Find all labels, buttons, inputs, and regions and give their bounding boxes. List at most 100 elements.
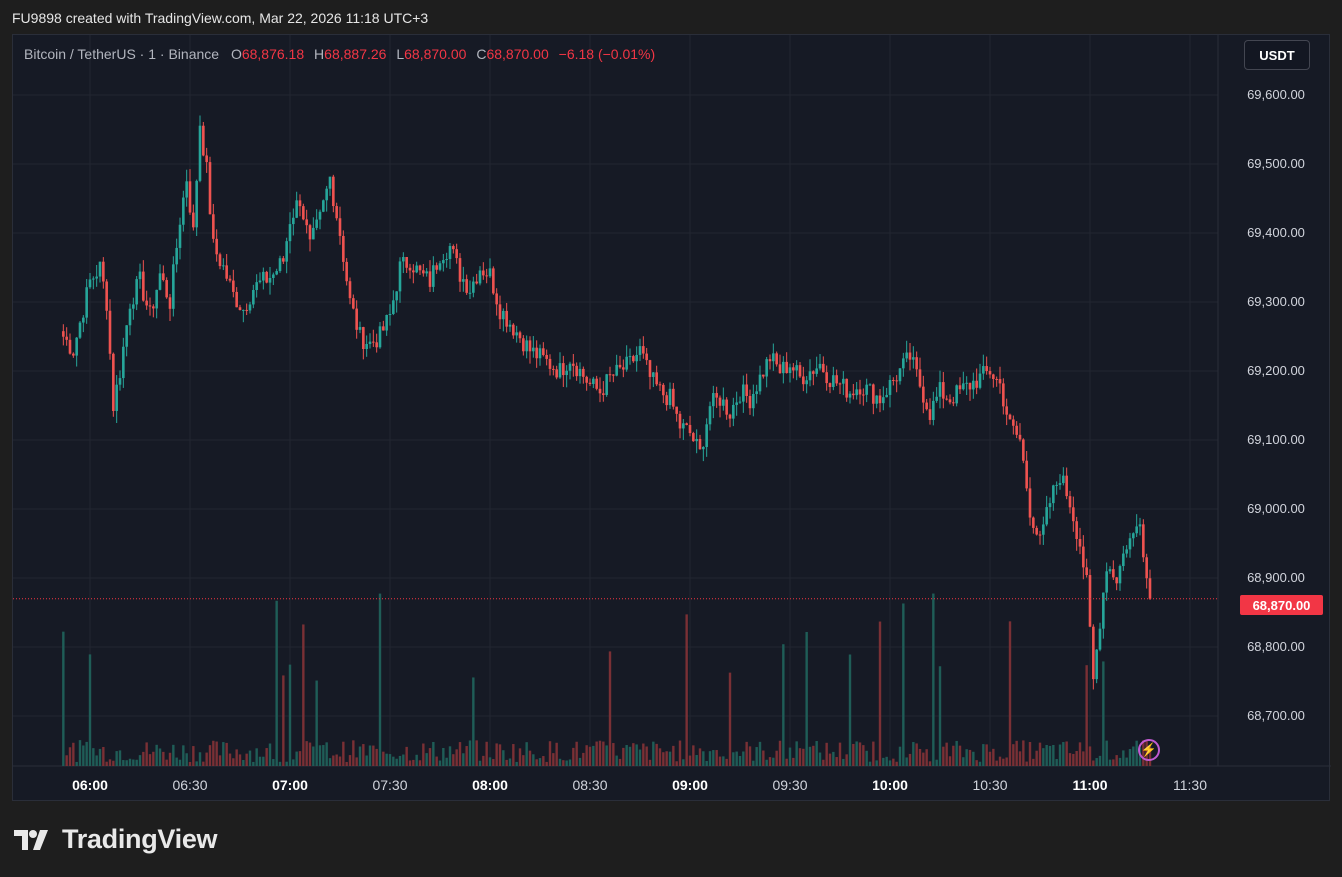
candle-body — [422, 270, 425, 274]
candle-body — [808, 371, 812, 381]
volume-bar — [678, 740, 682, 766]
candle-body — [252, 290, 255, 305]
volume-bar — [315, 680, 318, 766]
volume-bar — [592, 745, 595, 766]
volume-bar — [485, 741, 488, 766]
currency-button[interactable]: USDT — [1244, 40, 1310, 70]
candle-body — [458, 258, 462, 282]
volume-bar — [932, 593, 935, 766]
volume-bar — [615, 755, 618, 766]
volume-bar — [845, 754, 848, 766]
candle-body — [275, 271, 278, 275]
candle-body — [692, 433, 695, 442]
volume-bar — [568, 759, 572, 766]
volume-bar — [905, 757, 908, 766]
symbol-label[interactable]: Bitcoin / TetherUS · 1 · Binance — [24, 46, 220, 62]
volume-bar — [752, 760, 755, 766]
volume-bar — [255, 748, 258, 766]
volume-bar — [578, 757, 582, 766]
volume-bar — [335, 754, 338, 766]
volume-bar — [982, 744, 985, 766]
volume-bar — [312, 746, 315, 766]
candle-body — [768, 359, 772, 362]
lightning-icon[interactable]: ⚡ — [1138, 739, 1160, 761]
volume-bar — [1118, 757, 1122, 766]
candle-body — [632, 356, 635, 362]
volume-bar — [758, 741, 762, 766]
candle-body — [845, 378, 848, 398]
volume-bar — [725, 758, 728, 766]
volume-bar — [675, 761, 678, 766]
candle-body — [195, 180, 198, 228]
candle-body — [1012, 419, 1015, 426]
candle-body — [1055, 484, 1058, 486]
volume-bar — [498, 744, 502, 766]
volume-bar — [635, 744, 638, 766]
volume-bar — [765, 759, 768, 766]
candle-body — [592, 378, 595, 384]
candle-body — [705, 424, 708, 447]
candle-body — [1115, 577, 1118, 584]
volume-bar — [1055, 759, 1058, 766]
volume-bar — [282, 675, 285, 766]
candle-body — [988, 371, 992, 375]
volume-bar — [938, 666, 942, 766]
candle-body — [1018, 434, 1022, 440]
candle-body — [802, 376, 805, 385]
volume-bar — [852, 743, 855, 766]
candle-body — [448, 246, 452, 260]
volume-bar — [92, 748, 95, 766]
candle-body — [315, 219, 318, 228]
volume-bar — [495, 743, 498, 766]
candle-body — [1108, 569, 1112, 572]
candlestick-chart[interactable]: 69,600.00 69,500.00 69,400.00 69,300.00 69,2… — [13, 35, 1331, 802]
y-tick-label: 69,400.00 — [1247, 225, 1305, 240]
candle-body — [545, 355, 548, 359]
volume-bar — [468, 740, 472, 766]
candle-body — [542, 348, 545, 356]
volume-bar — [515, 761, 518, 766]
volume-bar — [715, 750, 718, 766]
candle-body — [1122, 553, 1125, 567]
candle-body — [372, 341, 375, 343]
tradingview-brand[interactable]: TradingView — [14, 824, 218, 855]
volume-bar — [118, 750, 122, 766]
volume-bar — [208, 745, 212, 766]
volume-bar — [795, 741, 798, 766]
candle-body — [145, 300, 148, 306]
candle-body — [612, 374, 615, 376]
volume-bar — [368, 745, 372, 766]
volume-bar — [835, 757, 838, 766]
candle-body — [1042, 524, 1045, 535]
volume-bar — [1122, 750, 1125, 766]
volume-bar — [908, 753, 912, 766]
candle-body — [428, 271, 432, 287]
candle-body — [1088, 575, 1092, 627]
candle-body — [205, 155, 208, 163]
volume-bar — [588, 746, 592, 766]
volume-bar — [1088, 746, 1092, 766]
candle-body — [88, 279, 92, 288]
chart-panel[interactable]: 69,600.00 69,500.00 69,400.00 69,300.00 69,2… — [12, 34, 1331, 802]
candle-body — [392, 300, 395, 314]
volume-bar — [975, 760, 978, 766]
volume-bar — [1035, 750, 1038, 766]
candle-body — [318, 211, 322, 220]
volume-bar — [352, 740, 355, 766]
volume-bar — [302, 624, 305, 766]
candle-body — [725, 399, 728, 415]
candle-body — [172, 264, 175, 309]
candle-body — [748, 396, 752, 409]
candle-body — [858, 389, 862, 395]
volume-bar — [415, 754, 418, 766]
candle-body — [895, 380, 898, 382]
candle-body — [658, 384, 662, 386]
volume-bar — [822, 759, 825, 766]
volume-bar — [655, 743, 658, 766]
volume-bar — [88, 654, 92, 766]
volume-bar — [85, 741, 88, 766]
candle-body — [738, 401, 742, 403]
volume-bar — [285, 761, 288, 766]
volume-bar — [145, 742, 148, 766]
volume-bar — [1062, 742, 1065, 766]
